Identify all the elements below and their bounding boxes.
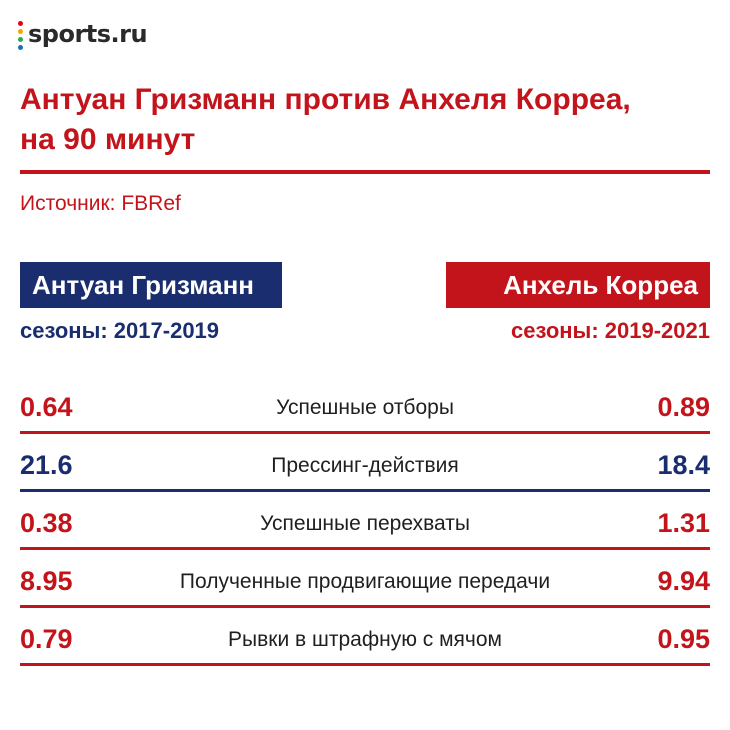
stat-value-left: 8.95 xyxy=(20,566,73,596)
table-row: 8.95 Полученные продвигающие передачи 9.94 xyxy=(20,557,710,615)
sports-ru-logo[interactable]: sports.ru xyxy=(18,16,148,52)
stat-value-left: 21.6 xyxy=(20,450,73,480)
row-underline xyxy=(20,431,710,434)
stat-value-right: 18.4 xyxy=(657,450,710,480)
stat-label: Полученные продвигающие передачи xyxy=(179,570,551,593)
logo-dot xyxy=(18,28,23,34)
table-row: 0.79 Рывки в штрафную с мячом 0.95 xyxy=(20,615,710,673)
logo-dots-icon xyxy=(18,20,23,50)
table-row: 0.64 Успешные отборы 0.89 xyxy=(20,383,710,441)
logo-text: sports.ru xyxy=(28,20,148,48)
stat-label: Рывки в штрафную с мячом xyxy=(228,628,502,651)
stat-value-left: 0.38 xyxy=(20,508,73,538)
stat-value-right: 0.95 xyxy=(657,624,710,654)
logo-dot xyxy=(18,44,23,50)
stat-label: Успешные отборы xyxy=(276,396,454,419)
player-left-name-box: Антуан Гризманн xyxy=(20,262,282,308)
row-underline xyxy=(20,605,710,608)
player-left-seasons: сезоны: 2017-2019 xyxy=(20,318,220,343)
player-right-name-box: Анхель Корреа xyxy=(446,262,710,308)
logo-dot xyxy=(18,20,23,26)
title-line-1: Антуан Гризманн против Анхеля Корреа, xyxy=(20,83,631,116)
stat-label: Успешные перехваты xyxy=(260,512,470,535)
table-row: 0.38 Успешные перехваты 1.31 xyxy=(20,499,710,557)
title-line-2: на 90 минут xyxy=(20,123,196,156)
table-row: 21.6 Прессинг-действия 18.4 xyxy=(20,441,710,499)
title-divider xyxy=(20,170,710,174)
stat-value-right: 1.31 xyxy=(657,508,710,538)
source-note: Источник: FBRef xyxy=(20,192,181,215)
stat-value-left: 0.64 xyxy=(20,392,73,422)
stat-label: Прессинг-действия xyxy=(271,454,459,477)
stat-value-right: 0.89 xyxy=(657,392,710,422)
stat-value-left: 0.79 xyxy=(20,624,73,654)
row-underline xyxy=(20,663,710,666)
row-underline xyxy=(20,489,710,492)
chart-title: Антуан Гризманн против Анхеля Корреа, на… xyxy=(20,80,710,160)
player-right-seasons: сезоны: 2019-2021 xyxy=(510,318,710,343)
logo-dot xyxy=(18,36,23,42)
row-underline xyxy=(20,547,710,550)
stat-value-right: 9.94 xyxy=(657,566,710,596)
